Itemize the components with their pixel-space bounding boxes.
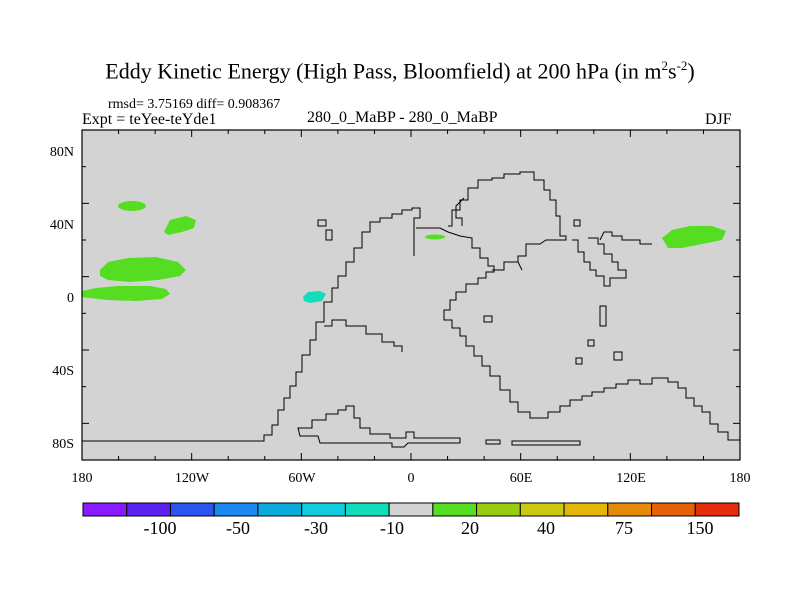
colorbar-label: 150	[687, 518, 714, 538]
colorbar-box	[213, 502, 259, 517]
colorbar-box	[388, 502, 434, 517]
colorbar-box	[563, 502, 609, 517]
lon-tick-label: 60E	[510, 471, 533, 486]
colorbar	[82, 502, 740, 517]
lon-tick-label: 0	[408, 471, 415, 486]
subtitle-label: 280_0_MaBP - 280_0_MaBP	[307, 109, 498, 126]
chart-title: Eddy Kinetic Energy (High Pass, Bloomfie…	[105, 58, 695, 84]
lat-tick-label: 40S	[52, 364, 74, 379]
colorbar-label: 20	[461, 518, 479, 538]
colorbar-label: -50	[226, 518, 250, 538]
colorbar-box	[169, 502, 215, 517]
colorbar-box	[476, 502, 521, 517]
lat-tick-label: 40N	[50, 218, 74, 233]
lon-tick-label: 180	[72, 471, 93, 486]
experiment-label: Expt = teYee-teYde1	[82, 111, 217, 128]
colorbar-box	[694, 502, 740, 517]
lat-tick-label: 80N	[50, 145, 74, 160]
map-background	[82, 130, 740, 460]
colorbar-label: 75	[615, 518, 633, 538]
colorbar-box	[607, 502, 653, 517]
stats-label: rmsd= 3.75169 diff= 0.908367	[108, 97, 281, 112]
axis-ticks	[81, 129, 741, 461]
positive-anomaly-patch	[100, 257, 186, 282]
positive-anomaly-patch	[662, 226, 726, 248]
colorbar-box	[126, 502, 171, 517]
lon-tick-label: 120W	[175, 471, 210, 486]
colorbar-label: -30	[304, 518, 328, 538]
colorbar-label: -100	[144, 518, 177, 538]
colorbar-box	[301, 502, 346, 517]
anomaly-patches	[82, 201, 726, 303]
positive-anomaly-patch	[118, 201, 146, 211]
lon-tick-label: 120E	[616, 471, 646, 486]
colorbar-box	[519, 502, 565, 517]
positive-anomaly-patch	[164, 216, 196, 235]
colorbar-box	[651, 502, 696, 517]
colorbar-box	[344, 502, 390, 517]
colorbar-box	[432, 502, 478, 517]
colorbar-label: 40	[537, 518, 555, 538]
season-label: DJF	[705, 111, 732, 128]
colorbar-box	[257, 502, 303, 517]
lat-tick-label: 80S	[52, 437, 74, 452]
lat-tick-label: 0	[67, 291, 74, 306]
positive-anomaly-patch	[82, 286, 170, 301]
colorbar-label: -10	[380, 518, 404, 538]
positive-anomaly-patch	[425, 234, 445, 240]
negative-anomaly-patch	[303, 291, 326, 303]
lon-tick-label: 60W	[288, 471, 316, 486]
coastlines	[82, 171, 740, 448]
lon-tick-label: 180	[730, 471, 751, 486]
colorbar-box	[82, 502, 128, 517]
